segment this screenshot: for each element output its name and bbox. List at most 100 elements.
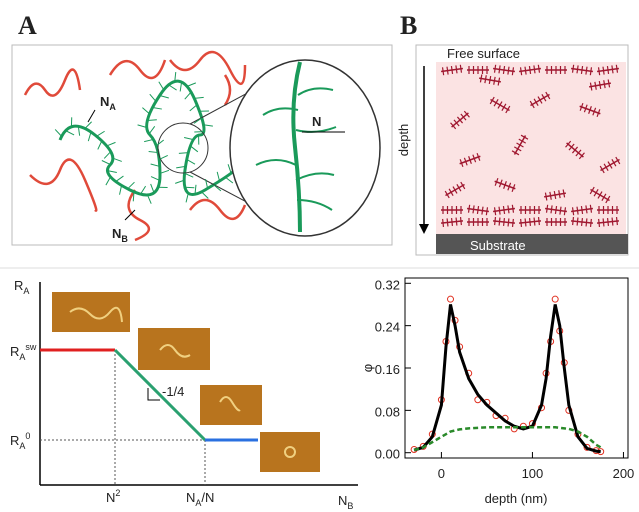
pointer <box>124 209 136 221</box>
molecule-rung <box>575 149 582 157</box>
side-chain <box>103 151 112 159</box>
y-tick-label: 0.00 <box>375 447 400 462</box>
side-chain <box>112 157 122 162</box>
molecule-rung <box>493 76 496 85</box>
molecule-rung <box>456 116 464 124</box>
molecule-rung <box>589 218 592 227</box>
molecule-rung <box>481 206 484 215</box>
side-chain <box>194 96 204 99</box>
molecule-rung <box>589 82 593 91</box>
molecule-rung <box>467 204 471 213</box>
label-na: NA <box>100 94 116 112</box>
molecule <box>489 96 511 114</box>
molecule-rung <box>589 204 593 213</box>
molecule-rung <box>476 152 481 161</box>
molecule-rung <box>537 64 541 73</box>
molecule-rung <box>507 218 510 227</box>
molecule <box>589 79 611 91</box>
afm-chain <box>219 396 241 412</box>
molecule-rung <box>576 217 579 226</box>
side-chain <box>144 138 154 143</box>
molecule-rung <box>463 157 468 166</box>
panel-letter: B <box>400 11 417 40</box>
label-main: N <box>112 226 121 241</box>
molecule <box>440 217 464 227</box>
molecule-rung <box>476 205 480 215</box>
side-chain <box>190 145 199 153</box>
molecule-rung <box>519 67 523 76</box>
molecule-rung <box>446 218 449 227</box>
backbone-zoom <box>291 61 302 233</box>
matrix-chain <box>169 50 247 85</box>
zoom-view <box>229 59 381 237</box>
label-nb: NB <box>112 226 128 244</box>
molecule-rung <box>498 65 501 74</box>
molecule-rung <box>598 80 602 90</box>
molecule-rung <box>456 183 462 192</box>
molecule-rung <box>602 66 605 75</box>
pointer <box>87 109 96 123</box>
molecule-rung <box>537 217 540 226</box>
molecule-rung <box>529 100 535 109</box>
molecule-rung <box>493 64 497 73</box>
molecule-rung <box>585 205 588 214</box>
side-chain <box>142 107 150 115</box>
molecule-rung <box>558 190 561 199</box>
molecule-rung <box>576 206 579 215</box>
molecule-rung <box>585 66 588 75</box>
y-axis-title: φ <box>360 364 375 372</box>
matrix-chain <box>189 198 247 220</box>
side-chain <box>185 193 189 203</box>
label-main: N <box>106 490 115 505</box>
molecule-rung <box>606 217 610 227</box>
molecule <box>467 66 489 74</box>
molecule-rung <box>455 217 458 226</box>
side-chain <box>175 179 185 184</box>
molecule-rung <box>493 98 499 107</box>
molecule-rung <box>615 217 618 226</box>
side-chain <box>115 175 124 182</box>
molecule-rung <box>505 105 511 114</box>
molecule-rung <box>553 190 557 200</box>
molecule <box>479 74 501 86</box>
data-point <box>583 443 591 451</box>
afm-images <box>52 292 320 472</box>
y-tick-label: 0.16 <box>375 362 400 377</box>
side-chain <box>194 184 197 195</box>
data-point <box>551 295 559 303</box>
molecule-rung <box>511 150 520 156</box>
molecule-rung <box>489 96 495 105</box>
x-axis-title: depth (nm) <box>485 491 548 506</box>
molecule-rung <box>479 74 483 83</box>
n2-label: N2 <box>106 488 120 505</box>
molecule-rung <box>545 204 549 213</box>
label-main: R <box>10 344 19 359</box>
side-chain <box>148 151 159 154</box>
side-chain <box>140 185 147 195</box>
depth-label: depth <box>396 124 411 157</box>
molecule-rung <box>615 64 619 73</box>
y-axis-label: RA <box>14 278 29 296</box>
side-chain <box>77 126 81 136</box>
molecule-rung <box>598 218 601 227</box>
molecule-rung <box>450 65 454 75</box>
matrix-chain <box>108 59 167 80</box>
molecule <box>579 102 601 118</box>
molecule-rung <box>597 67 601 76</box>
molecule <box>450 110 470 130</box>
data-point <box>447 295 455 303</box>
molecule-rung <box>507 205 510 214</box>
side-chain <box>147 194 152 204</box>
side-chain <box>105 176 111 186</box>
molecule <box>444 181 466 199</box>
afm-image <box>260 432 320 472</box>
molecule-rung <box>528 65 532 75</box>
molecule-rung <box>603 163 609 172</box>
label-sub: A <box>195 498 201 508</box>
molecule-rung <box>502 217 506 227</box>
molecule-rung <box>511 218 514 227</box>
molecule-rung <box>497 77 501 86</box>
molecule <box>518 217 542 227</box>
side-chain <box>107 170 117 173</box>
